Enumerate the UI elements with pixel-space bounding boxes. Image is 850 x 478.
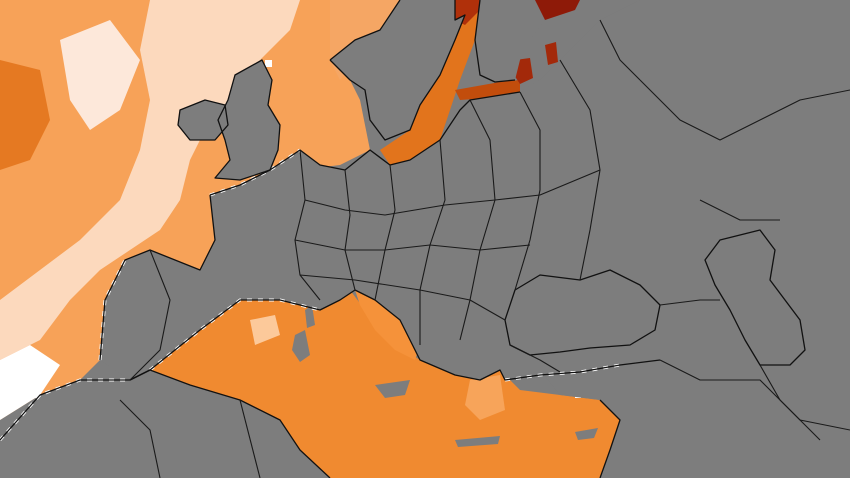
atlantic-light-streak [60, 20, 140, 130]
atlantic-pale-band [0, 0, 300, 360]
baltic-dark-patch [535, 0, 580, 20]
north-sea [275, 60, 370, 170]
finland [475, 0, 545, 82]
scandinavia [330, 0, 465, 140]
north-africa [0, 370, 330, 478]
atlantic-deep-patch [0, 60, 50, 170]
sea-layer [0, 0, 805, 478]
ladoga-lake [545, 42, 558, 65]
coastline-layer [0, 0, 806, 478]
aegean-patch [465, 375, 505, 420]
adriatic-sea [355, 290, 420, 360]
corsica [305, 305, 315, 328]
cyprus [575, 428, 598, 440]
crete [455, 436, 500, 447]
country-borders [119, 19, 850, 478]
mediterranean-pale-patch [250, 315, 280, 345]
sardinia [292, 330, 310, 362]
continental-europe [100, 0, 850, 478]
baltic-sea [380, 10, 480, 165]
ireland [178, 100, 228, 140]
atlantic-white-patch [0, 345, 60, 420]
sicily [375, 380, 410, 398]
